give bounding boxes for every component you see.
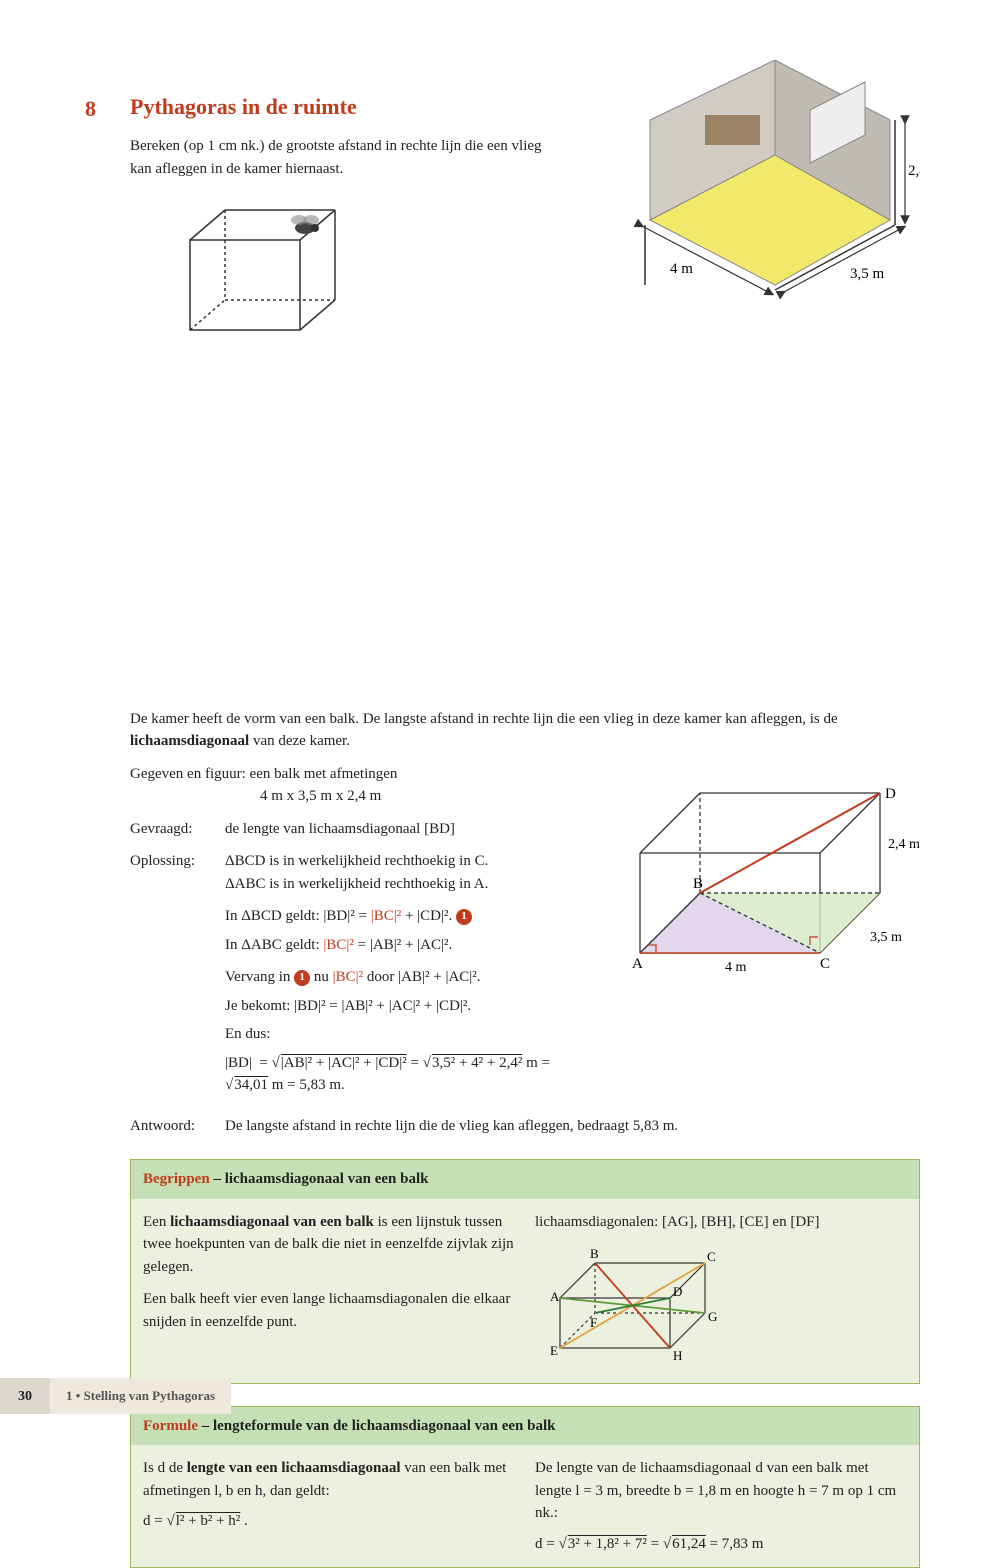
svg-text:D: D [885, 786, 896, 802]
step-endus: En dus: [225, 1023, 590, 1046]
svg-text:A: A [632, 956, 643, 972]
svg-text:4 m: 4 m [725, 960, 747, 975]
svg-text:2,4 m: 2,4 m [888, 837, 920, 852]
step-abc: In ΔABC geldt: |BC|² = |AB|² + |AC|². [225, 934, 590, 957]
begrippen-header: Begrippen – lichaamsdiagonaal van een ba… [131, 1160, 919, 1199]
formule-header: Formule – lengteformule van de lichaamsd… [131, 1407, 919, 1446]
oplossing-row: Oplossing:ΔBCD is in werkelijkheid recht… [130, 850, 590, 895]
step-final: |BD| = √|AB|² + |AC|² + |CD|² = √3,5² + … [225, 1052, 590, 1097]
begrippen-box: Begrippen – lichaamsdiagonaal van een ba… [130, 1159, 920, 1384]
formule-box: Formule – lengteformule van de lichaamsd… [130, 1406, 920, 1568]
gegeven-row: Gegeven en figuur: een balk met afmeting… [130, 763, 590, 808]
balk-diagram: A B C D 4 m 3,5 m 2,4 m [610, 763, 920, 991]
formule-right: De lengte van de lichaamsdiagonaal d van… [535, 1457, 907, 1555]
intro-text: Bereken (op 1 cm nk.) de grootste afstan… [130, 135, 560, 180]
svg-text:E: E [550, 1343, 558, 1358]
page-footer: 30 1 • Stelling van Pythagoras [0, 1378, 231, 1414]
svg-text:A: A [550, 1289, 560, 1304]
antwoord-row: Antwoord:De langste afstand in rechte li… [130, 1115, 920, 1138]
gevraagd-row: Gevraagd:de lengte van lichaamsdiagonaal… [130, 818, 590, 841]
chapter-label: 1 • Stelling van Pythagoras [50, 1378, 231, 1414]
step-bcd: In ΔBCD geldt: |BD|² = |BC|² + |CD|². 1 [225, 905, 590, 928]
room-figure: 4 m 3,5 m 2,4 m [610, 60, 920, 328]
svg-text:B: B [693, 876, 703, 892]
begrippen-right: lichaamsdiagonalen: [AG], [BH], [CE] en … [535, 1211, 907, 1371]
step-subst: Vervang in 1 nu |BC|² door |AB|² + |AC|²… [225, 966, 590, 989]
svg-text:H: H [673, 1348, 682, 1363]
room-dim-35m: 3,5 m [850, 266, 885, 282]
page-number: 30 [0, 1378, 50, 1414]
svg-text:D: D [673, 1284, 682, 1299]
begrippen-left: Een lichaamsdiagonaal van een balk is ee… [143, 1211, 515, 1371]
room-dim-4m: 4 m [670, 261, 693, 277]
formule-left: Is d de lengte van een lichaamsdiagonaal… [143, 1457, 515, 1555]
svg-text:G: G [708, 1309, 717, 1324]
svg-text:C: C [707, 1249, 716, 1264]
explain-para: De kamer heeft de vorm van een balk. De … [130, 708, 920, 753]
step-result: Je bekomt: |BD|² = |AB|² + |AC|² + |CD|²… [225, 995, 590, 1018]
svg-text:C: C [820, 956, 830, 972]
section-number: 8 [85, 92, 96, 125]
svg-text:3,5 m: 3,5 m [870, 930, 902, 945]
svg-text:F: F [590, 1315, 597, 1330]
room-dim-24m: 2,4 m [908, 163, 920, 179]
svg-text:B: B [590, 1246, 599, 1261]
